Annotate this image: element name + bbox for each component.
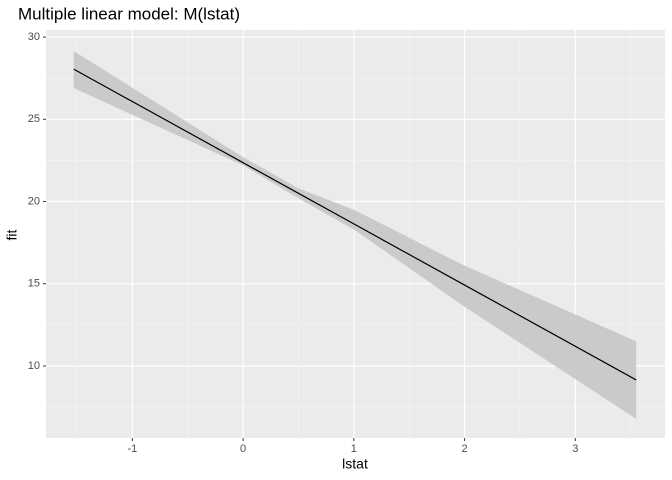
y-tick-label: 10 xyxy=(28,360,40,372)
chart-title: Multiple linear model: M(lstat) xyxy=(18,4,240,23)
x-tick-label: 2 xyxy=(462,443,468,455)
y-tick-label: 15 xyxy=(28,278,40,290)
y-axis-title: fit xyxy=(4,229,20,240)
x-axis-title: lstat xyxy=(342,456,368,472)
y-tick-label: 25 xyxy=(28,113,40,125)
confidence-band xyxy=(73,51,637,419)
y-tick-label: 20 xyxy=(28,195,40,207)
fit-line xyxy=(73,68,637,381)
x-tick-label: -1 xyxy=(127,443,137,455)
x-tick-label: 1 xyxy=(351,443,357,455)
x-tick-label: 0 xyxy=(240,443,246,455)
y-tick-label: 30 xyxy=(28,31,40,43)
x-tick-label: 3 xyxy=(572,443,578,455)
